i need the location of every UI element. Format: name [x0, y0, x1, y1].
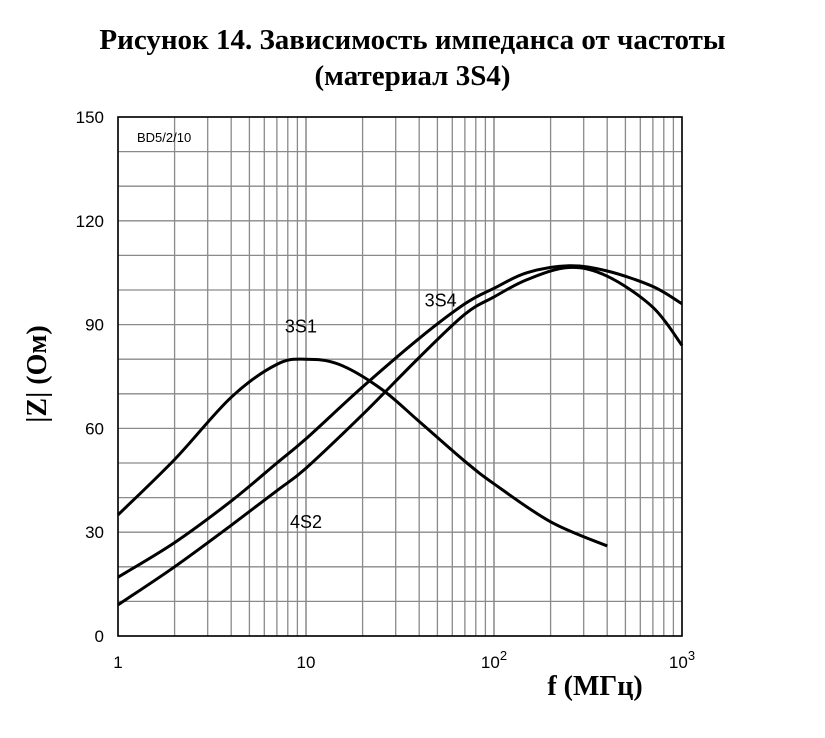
chart-curve-labels: 3S1 3S4 4S2: [285, 290, 457, 531]
x-tick-label: 103: [669, 648, 695, 672]
y-axis-label: |Z| (Ом): [22, 325, 53, 423]
x-tick-label: 1: [113, 653, 122, 672]
curve-label-4s2: 4S2: [290, 512, 322, 532]
plot-frame: [117, 116, 683, 637]
x-axis-label: f (МГц): [547, 671, 642, 702]
x-tick-label: 10: [297, 653, 316, 672]
curve-3s4: [117, 264, 683, 579]
x-tick-label: 102: [481, 648, 507, 672]
y-tick-label: 120: [76, 212, 104, 231]
y-tick-label: 150: [76, 108, 104, 127]
chart-title-line-2: (материал 3S4): [314, 60, 511, 92]
chart-annotation: BD5/2/10: [137, 130, 191, 145]
x-tick-exponent: 3: [688, 648, 695, 663]
curve-4s2: [117, 265, 684, 607]
curve-label-3s1: 3S1: [285, 316, 317, 336]
curve-label-3s4: 3S4: [425, 290, 457, 310]
y-tick-label: 90: [85, 316, 104, 335]
chart-curves: [116, 264, 684, 607]
y-tick-label: 0: [95, 627, 104, 646]
chart-grid: [117, 116, 683, 637]
chart-title: Рисунок 14. Зависимость импеданса от час…: [0, 22, 825, 94]
x-tick-exponent: 2: [500, 648, 507, 663]
y-tick-label: 60: [85, 419, 104, 438]
curve-3s1: [116, 357, 608, 548]
chart-title-line-1: Рисунок 14. Зависимость импеданса от час…: [99, 24, 726, 56]
y-tick-label: 30: [85, 523, 104, 542]
